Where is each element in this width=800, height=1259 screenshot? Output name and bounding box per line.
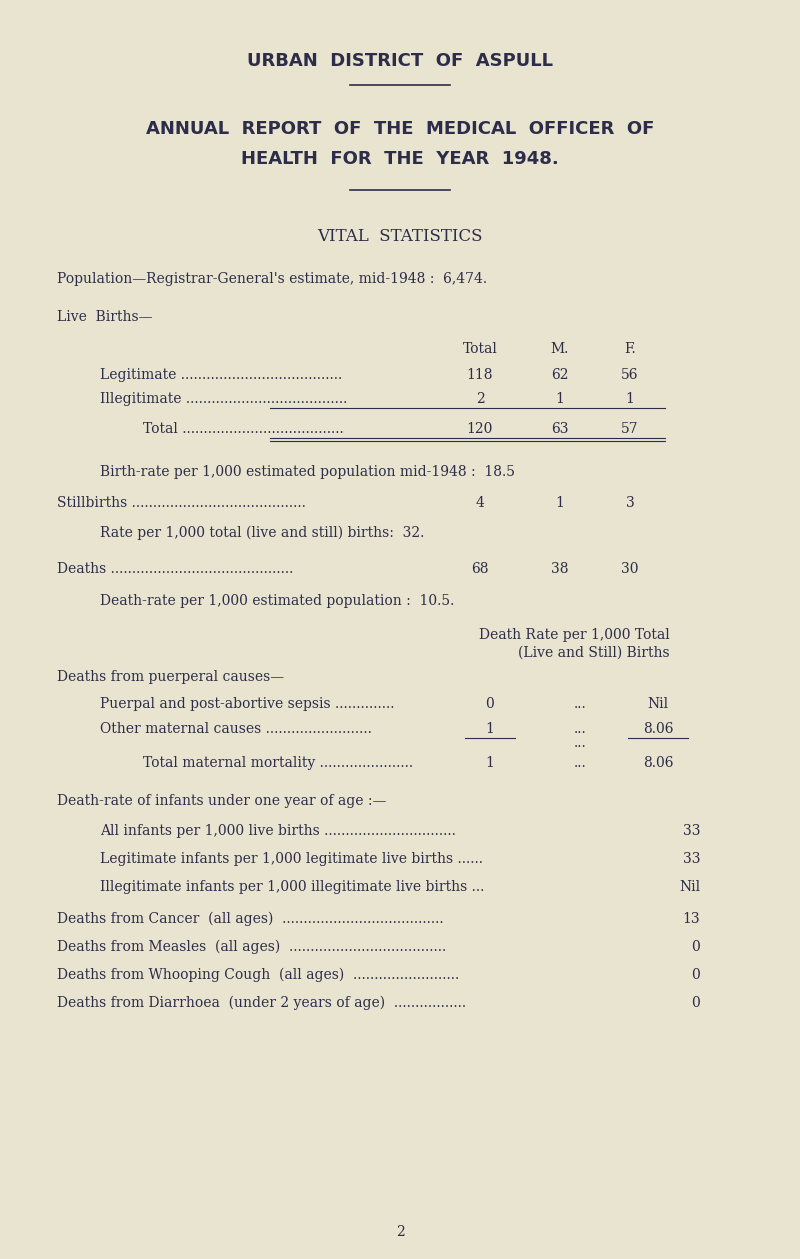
Text: 30: 30 xyxy=(622,562,638,577)
Text: Deaths from puerperal causes—: Deaths from puerperal causes— xyxy=(57,670,284,684)
Text: (Live and Still) Births: (Live and Still) Births xyxy=(518,646,670,660)
Text: 38: 38 xyxy=(551,562,569,577)
Text: 3: 3 xyxy=(626,496,634,510)
Text: Deaths from Measles  (all ages)  .....................................: Deaths from Measles (all ages) .........… xyxy=(57,940,446,954)
Text: Population—Registrar-General's estimate, mid-1948 :  6,474.: Population—Registrar-General's estimate,… xyxy=(57,272,487,286)
Text: 1: 1 xyxy=(555,496,565,510)
Text: 57: 57 xyxy=(621,422,639,436)
Text: URBAN  DISTRICT  OF  ASPULL: URBAN DISTRICT OF ASPULL xyxy=(247,52,553,71)
Text: Death Rate per 1,000 Total: Death Rate per 1,000 Total xyxy=(479,628,670,642)
Text: Death-rate of infants under one year of age :—: Death-rate of infants under one year of … xyxy=(57,794,386,808)
Text: Deaths from Diarrhoea  (under 2 years of age)  .................: Deaths from Diarrhoea (under 2 years of … xyxy=(57,996,466,1011)
Text: 118: 118 xyxy=(466,368,494,381)
Text: Death-rate per 1,000 estimated population :  10.5.: Death-rate per 1,000 estimated populatio… xyxy=(100,594,454,608)
Text: Legitimate ......................................: Legitimate .............................… xyxy=(100,368,342,381)
Text: 120: 120 xyxy=(467,422,493,436)
Text: 1: 1 xyxy=(486,721,494,737)
Text: Puerpal and post-abortive sepsis ..............: Puerpal and post-abortive sepsis .......… xyxy=(100,697,394,711)
Text: F.: F. xyxy=(624,342,636,356)
Text: 0: 0 xyxy=(486,697,494,711)
Text: Birth-rate per 1,000 estimated population mid-1948 :  18.5: Birth-rate per 1,000 estimated populatio… xyxy=(100,465,515,478)
Text: Total maternal mortality ......................: Total maternal mortality ...............… xyxy=(143,755,413,771)
Text: 33: 33 xyxy=(682,852,700,866)
Text: 68: 68 xyxy=(471,562,489,577)
Text: 1: 1 xyxy=(555,392,565,405)
Text: Illegitimate infants per 1,000 illegitimate live births ...: Illegitimate infants per 1,000 illegitim… xyxy=(100,880,484,894)
Text: Other maternal causes .........................: Other maternal causes ..................… xyxy=(100,721,372,737)
Text: ...: ... xyxy=(574,755,586,771)
Text: 8.06: 8.06 xyxy=(642,755,674,771)
Text: 0: 0 xyxy=(691,940,700,954)
Text: 4: 4 xyxy=(475,496,485,510)
Text: 0: 0 xyxy=(691,996,700,1010)
Text: Nil: Nil xyxy=(679,880,700,894)
Text: VITAL  STATISTICS: VITAL STATISTICS xyxy=(318,228,482,246)
Text: Legitimate infants per 1,000 legitimate live births ......: Legitimate infants per 1,000 legitimate … xyxy=(100,852,483,866)
Text: 8.06: 8.06 xyxy=(642,721,674,737)
Text: Nil: Nil xyxy=(647,697,669,711)
Text: ANNUAL  REPORT  OF  THE  MEDICAL  OFFICER  OF: ANNUAL REPORT OF THE MEDICAL OFFICER OF xyxy=(146,120,654,138)
Text: 1: 1 xyxy=(626,392,634,405)
Text: 2: 2 xyxy=(396,1225,404,1239)
Text: ...: ... xyxy=(574,721,586,737)
Text: Deaths from Whooping Cough  (all ages)  .........................: Deaths from Whooping Cough (all ages) ..… xyxy=(57,968,459,982)
Text: Total ......................................: Total ..................................… xyxy=(143,422,344,436)
Text: M.: M. xyxy=(551,342,569,356)
Text: 56: 56 xyxy=(622,368,638,381)
Text: 1: 1 xyxy=(486,755,494,771)
Text: ...: ... xyxy=(574,697,586,711)
Text: 33: 33 xyxy=(682,823,700,838)
Text: 2: 2 xyxy=(476,392,484,405)
Text: HEALTH  FOR  THE  YEAR  1948.: HEALTH FOR THE YEAR 1948. xyxy=(241,150,559,167)
Text: Total: Total xyxy=(462,342,498,356)
Text: Illegitimate ......................................: Illegitimate ...........................… xyxy=(100,392,347,405)
Text: 13: 13 xyxy=(682,912,700,927)
Text: Deaths ...........................................: Deaths .................................… xyxy=(57,562,294,577)
Text: Deaths from Cancer  (all ages)  ......................................: Deaths from Cancer (all ages) ..........… xyxy=(57,912,444,927)
Text: 63: 63 xyxy=(551,422,569,436)
Text: Rate per 1,000 total (live and still) births:  32.: Rate per 1,000 total (live and still) bi… xyxy=(100,526,424,540)
Text: 62: 62 xyxy=(551,368,569,381)
Text: 0: 0 xyxy=(691,968,700,982)
Text: Live  Births—: Live Births— xyxy=(57,310,153,324)
Text: ...: ... xyxy=(574,737,586,750)
Text: All infants per 1,000 live births ...............................: All infants per 1,000 live births ......… xyxy=(100,823,456,838)
Text: Stillbirths .........................................: Stillbirths ............................… xyxy=(57,496,306,510)
